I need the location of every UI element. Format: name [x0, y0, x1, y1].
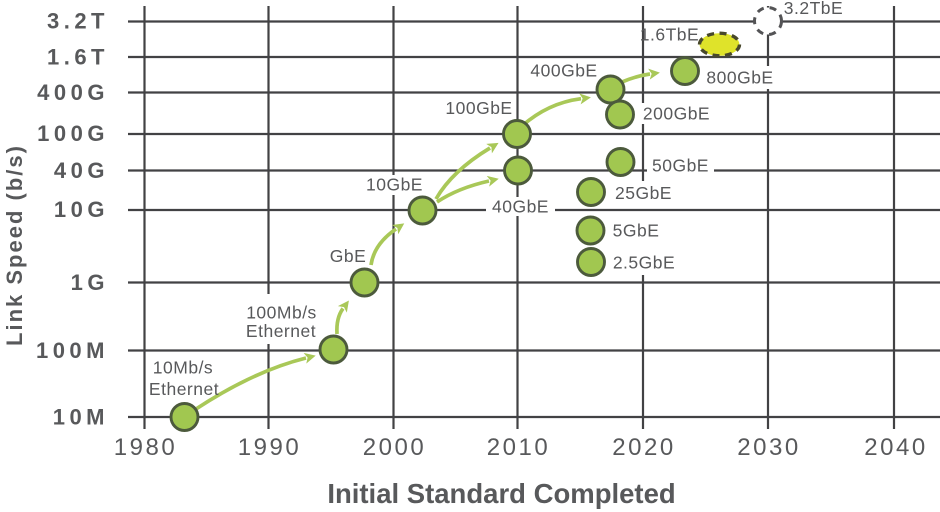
svg-text:5GbE: 5GbE: [613, 221, 660, 241]
svg-text:10M: 10M: [53, 405, 109, 430]
svg-text:2010: 2010: [487, 434, 550, 461]
svg-text:800GbE: 800GbE: [706, 68, 773, 88]
svg-text:40G: 40G: [54, 158, 109, 183]
svg-text:50GbE: 50GbE: [652, 156, 709, 176]
svg-text:3.2TbE: 3.2TbE: [784, 0, 843, 18]
svg-text:10G: 10G: [54, 197, 109, 222]
svg-text:2030: 2030: [737, 434, 800, 461]
svg-text:2040: 2040: [864, 434, 927, 461]
svg-text:Initial Standard Completed: Initial Standard Completed: [327, 478, 675, 509]
svg-text:100GbE: 100GbE: [445, 98, 512, 118]
svg-text:1990: 1990: [238, 434, 301, 461]
svg-text:100Mb/s: 100Mb/s: [246, 303, 317, 323]
svg-text:GbE: GbE: [330, 246, 367, 266]
svg-text:2.5GbE: 2.5GbE: [613, 253, 675, 273]
svg-text:10GbE: 10GbE: [366, 175, 423, 195]
svg-text:10Mb/s: 10Mb/s: [153, 358, 213, 378]
svg-text:400G: 400G: [37, 80, 109, 105]
svg-text:1980: 1980: [114, 434, 177, 461]
svg-text:400GbE: 400GbE: [530, 61, 597, 81]
svg-text:1G: 1G: [71, 270, 109, 295]
svg-text:Link Speed (b/s): Link Speed (b/s): [2, 144, 27, 346]
svg-text:3.2T: 3.2T: [47, 9, 109, 34]
svg-text:40GbE: 40GbE: [492, 197, 549, 217]
svg-text:2020: 2020: [612, 434, 675, 461]
svg-text:Ethernet: Ethernet: [149, 379, 219, 399]
svg-text:100G: 100G: [37, 121, 109, 146]
svg-text:2000: 2000: [363, 434, 426, 461]
svg-text:100M: 100M: [36, 338, 109, 363]
svg-text:Ethernet: Ethernet: [246, 321, 316, 341]
svg-text:1.6T: 1.6T: [47, 45, 109, 70]
svg-text:200GbE: 200GbE: [643, 104, 710, 124]
svg-text:1.6TbE: 1.6TbE: [640, 25, 699, 45]
svg-text:25GbE: 25GbE: [615, 183, 672, 203]
